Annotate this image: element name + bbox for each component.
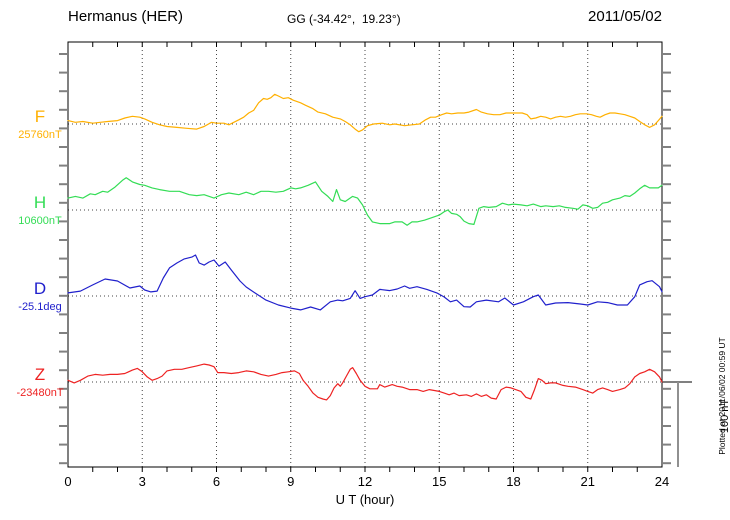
x-tick-24: 24 [654, 474, 670, 489]
station-title: Hermanus (HER) [68, 8, 184, 25]
series-label-H: H [33, 193, 47, 212]
x-tick-12: 12 [357, 474, 373, 489]
series-baseline-D: -25.1deg [18, 301, 62, 313]
gridlines [68, 42, 662, 467]
D-curve [67, 254, 663, 311]
x-tick-6: 6 [212, 474, 221, 489]
plotted-at-note: Plotted at 2011/06/02 00:59 UT [717, 337, 727, 455]
series-label-D: D [33, 279, 47, 298]
x-tick-18: 18 [506, 474, 521, 489]
Z-curve [67, 363, 663, 401]
x-tick-9: 9 [287, 474, 295, 489]
series-baseline-Z: -23480nT [16, 387, 64, 399]
scale-bar-label: 100 nT 0.5 deg [693, 381, 730, 451]
plot-frame [67, 41, 663, 468]
x-tick-0: 0 [64, 474, 72, 489]
x-tick-3: 3 [138, 474, 146, 489]
series-baseline-H: 10600nT [18, 215, 62, 227]
F-curve [67, 93, 663, 133]
geographic-coordinates: GG (-34.42°, 19.23°) [287, 12, 401, 26]
series-label-Z: Z [34, 365, 46, 384]
x-tick-15: 15 [432, 474, 447, 489]
series-label-F: F [34, 107, 46, 126]
x-tick-21: 21 [580, 474, 595, 489]
hour-ticks [92, 42, 638, 472]
H-curve [67, 177, 663, 226]
minor-ticks [59, 53, 671, 465]
plot-date: 2011/05/02 [588, 8, 662, 25]
scale-bar [662, 381, 692, 467]
x-axis-label: U T (hour) [335, 492, 395, 507]
series-baseline-F: 25760nT [18, 129, 62, 141]
